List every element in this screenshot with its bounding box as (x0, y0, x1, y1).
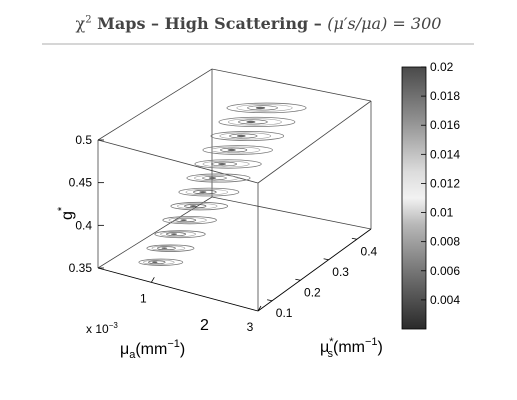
z-tick-label: 0.4 (75, 218, 92, 232)
y-tick-mark (295, 278, 301, 281)
colorbar-tick-label: 0.018 (430, 89, 460, 103)
contour-slice (194, 159, 262, 169)
x-tick-mark (150, 277, 155, 283)
contour-slice (186, 173, 251, 183)
y-axis-label: μ* s(mm−1) (320, 336, 383, 360)
x-axis-extra-label: 2 (200, 317, 209, 334)
z-tick-label: 0.5 (75, 133, 92, 147)
chart-title: χ2 Maps – High Scattering – (μ′s/μa) = 3… (75, 14, 442, 33)
contour-slice (162, 216, 217, 225)
z-axis-ticks: 0.35 0.4 0.45 0.5 (69, 133, 104, 275)
colorbar (401, 66, 427, 330)
y-tick-mark (323, 258, 329, 261)
contour-slices (138, 102, 307, 266)
x-axis-ticks: 13 (140, 277, 262, 334)
colorbar-tick-label: 0.01 (430, 206, 454, 220)
y-tick-label: 0.2 (304, 285, 321, 299)
y-tick-label: 0.3 (332, 265, 349, 279)
x-axis-label: μa(mm−1) (120, 338, 185, 361)
contour-slice (170, 201, 229, 211)
contour-slice (218, 116, 296, 128)
x-tick-label: 1 (140, 291, 147, 305)
colorbar-tick-label: 0.016 (430, 118, 460, 132)
z-tick-label: 0.45 (69, 176, 93, 190)
x-axis-multiplier: x 10−3 (86, 321, 118, 336)
colorbar-tick-label: 0.008 (430, 235, 460, 249)
contour-slice (202, 145, 273, 155)
y-tick-label: 0.1 (276, 306, 293, 320)
contour-slice (138, 258, 184, 266)
z-axis-label: g* (56, 206, 76, 220)
contour-slice (154, 230, 206, 239)
y-tick-mark (351, 237, 357, 240)
y-tick-mark (267, 299, 273, 302)
contour-slice (226, 102, 307, 114)
colorbar-tick-label: 0.014 (430, 147, 460, 161)
contour-slice (178, 187, 240, 197)
axes-front (97, 228, 372, 312)
colorbar-tick-label: 0.012 (430, 176, 460, 190)
title-underline (42, 43, 474, 45)
z-tick-label: 0.35 (69, 261, 93, 275)
colorbar-tick-label: 0.006 (430, 264, 460, 278)
y-tick-label: 0.4 (361, 244, 378, 258)
x-tick-label: 3 (247, 320, 254, 334)
colorbar-ticks: 0.004 0.006 0.008 0.01 0.012 0.014 0.016 0.018 0… (421, 60, 460, 307)
contour-slice (146, 244, 195, 252)
colorbar-tick-label: 0.02 (430, 60, 454, 74)
x-tick-mark (257, 305, 262, 312)
y-axis-ticks: 0.1 0.2 0.3 0.4 (267, 237, 378, 320)
colorbar-tick-label: 0.004 (430, 293, 460, 307)
contour-slice (210, 131, 285, 141)
